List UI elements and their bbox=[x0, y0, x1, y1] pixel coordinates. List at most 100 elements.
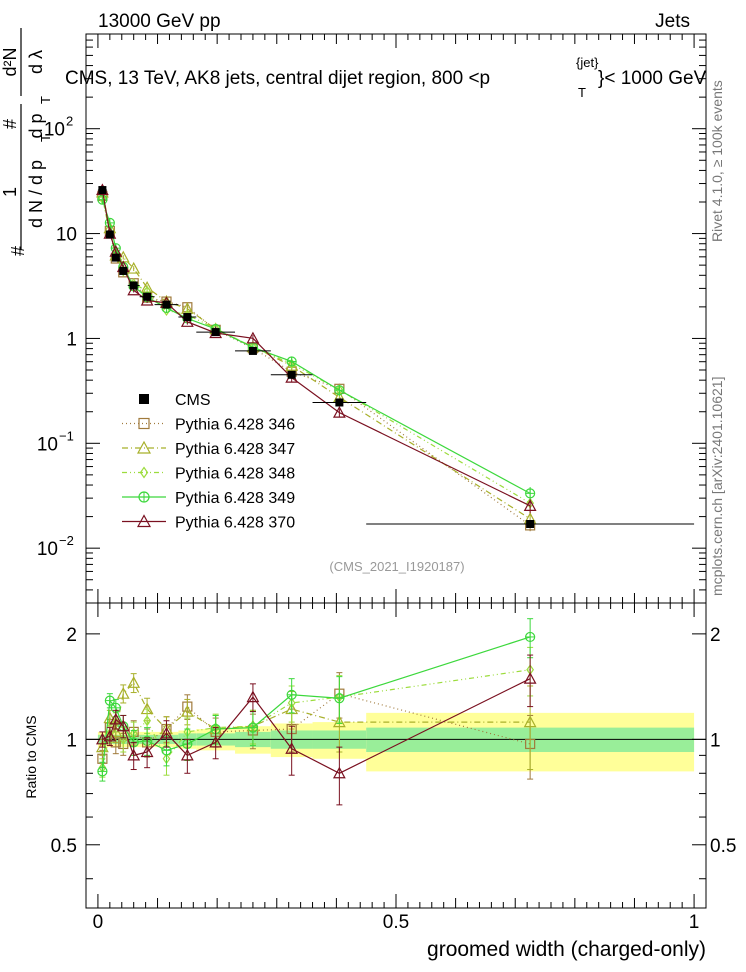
legend-cms-marker bbox=[139, 394, 149, 404]
series-pythia-6-428-370-ratio-point bbox=[140, 745, 154, 758]
series-pythia-6-428-370-ratio-point bbox=[116, 719, 130, 732]
series-pythia-6-428-370-ratio-point bbox=[523, 672, 537, 684]
ratio-ytick-label-right: 2 bbox=[710, 625, 721, 646]
series-pythia-6-428-348-ratio-point bbox=[143, 715, 151, 727]
main-ytick-exp: −1 bbox=[59, 428, 74, 443]
series-pythia-6-428-349-ratio-point bbox=[334, 693, 345, 704]
legend-pythia-6-428-349-label: Pythia 6.428 349 bbox=[175, 490, 295, 507]
series-cms-point bbox=[335, 398, 344, 407]
series-pythia-6-428-347-ratio-point bbox=[103, 711, 117, 724]
series-pythia-6-428-349-ratio-point bbox=[97, 766, 108, 777]
main-ytick-label: 1 bbox=[66, 329, 77, 350]
series-cms-point bbox=[183, 313, 192, 322]
main-ytick-label: 10 bbox=[44, 120, 65, 141]
series-pythia-6-428-370-point bbox=[523, 499, 537, 511]
header-left: 13000 GeV pp bbox=[98, 11, 221, 32]
series-pythia-6-428-370-ratio-point bbox=[180, 748, 194, 761]
series-pythia-6-428-347-point bbox=[127, 261, 141, 274]
series-cms-point bbox=[119, 266, 128, 275]
series-pythia-6-428-349-line bbox=[101, 199, 531, 494]
ylabel-frac2-num: # bbox=[0, 119, 20, 129]
series-pythia-6-428-347-ratio-point bbox=[523, 715, 537, 728]
series-pythia-6-428-370-ratio-point bbox=[103, 729, 117, 742]
series-pythia-6-428-346-line bbox=[101, 195, 531, 526]
ylabel-frac1-num: 1 bbox=[0, 187, 20, 197]
ylabel-frac3-den: d λ bbox=[26, 50, 46, 74]
series-pythia-6-428-349-point bbox=[104, 217, 115, 228]
series-pythia-6-428-349-point bbox=[97, 194, 108, 205]
legend-pythia-6-428-370-label: Pythia 6.428 370 bbox=[175, 515, 295, 532]
series-pythia-6-428-349-point bbox=[525, 488, 536, 499]
series-pythia-6-428-370-ratio-point bbox=[209, 735, 223, 748]
series-cms-point bbox=[143, 292, 152, 301]
legend-pythia-6-428-370-marker bbox=[136, 514, 152, 528]
series-pythia-6-428-370-ratio-point bbox=[332, 766, 346, 779]
ratio-ytick-label-right: 0.5 bbox=[710, 836, 736, 857]
series-cms-point bbox=[526, 520, 535, 529]
side-label-mcplots: mcplots.cern.ch [arXiv:2401.10621] bbox=[709, 377, 725, 596]
ylabel-frac2-den-sub: T bbox=[38, 96, 53, 104]
series-pythia-6-428-370-point bbox=[180, 315, 194, 327]
ratio-plot: 0.5 0.5 1 1 2 2 0 0.5 1 bbox=[51, 602, 736, 933]
main-ytick-label: 10 bbox=[37, 434, 58, 455]
series-pythia-6-428-349-point bbox=[334, 385, 345, 396]
legend-pythia-6-428-347-label: Pythia 6.428 347 bbox=[175, 441, 295, 458]
series-pythia-6-428-370-ratio-point bbox=[285, 742, 299, 754]
series-pythia-6-428-349-ratio-point bbox=[104, 695, 115, 706]
legend-pythia-6-428-348-label: Pythia 6.428 348 bbox=[175, 466, 295, 483]
legend-pythia-6-428-347-marker bbox=[136, 440, 152, 454]
legend-pythia-6-428-346-label: Pythia 6.428 346 bbox=[175, 417, 295, 434]
series-pythia-6-428-347-line bbox=[101, 192, 531, 520]
y-axis-label: # 1 d N / d p T # d p T d²N d λ bbox=[0, 28, 53, 256]
series-cms-point bbox=[211, 328, 220, 337]
ratio-ylabel: Ratio to CMS bbox=[23, 715, 39, 798]
legend-pythia-6-428-348-marker bbox=[139, 466, 149, 479]
series-pythia-6-428-349-ratio-point bbox=[247, 722, 259, 733]
legend: CMS Pythia 6.428 346 Pythia 6.428 347 Pythi… bbox=[122, 392, 295, 532]
main-ytick-exp: 2 bbox=[66, 114, 73, 129]
series-pythia-6-428-347-ratio-point bbox=[180, 704, 194, 717]
main-ytick-label: 10 bbox=[37, 539, 58, 560]
plot-title: CMS, 13 TeV, AK8 jets, central dijet reg… bbox=[65, 68, 490, 89]
plot-title-sup: {jet} bbox=[576, 55, 599, 70]
ylabel-frac1-den: d N / d p bbox=[26, 160, 46, 228]
series-cms-point bbox=[162, 300, 171, 309]
ratio-ytick-label-right: 1 bbox=[710, 730, 721, 751]
ratio-ytick-label: 1 bbox=[66, 730, 77, 751]
series-cms-point bbox=[111, 253, 120, 262]
series-pythia-6-428-370-ratio-point bbox=[109, 712, 123, 725]
xtick-label: 0.5 bbox=[383, 912, 409, 933]
plot-title-end: }< 1000 GeV bbox=[598, 68, 707, 89]
series-pythia-6-428-349-point bbox=[286, 356, 297, 367]
ylabel-frac3-num: d²N bbox=[0, 47, 20, 76]
ratio-ytick-label: 0.5 bbox=[51, 836, 77, 857]
series-cms-point bbox=[98, 186, 107, 195]
series-cms-point bbox=[129, 281, 138, 290]
series-pythia-6-428-347-ratio-point bbox=[127, 676, 141, 688]
ylabel-frac2-den: d p bbox=[26, 113, 46, 138]
series-pythia-6-428-349-ratio-point bbox=[525, 631, 536, 643]
ylabel-frac1-den-text: d N / d p bbox=[26, 160, 46, 228]
side-label-rivet: Rivet 4.1.0, ≥ 100k events bbox=[709, 80, 725, 242]
ratio-ytick-label: 2 bbox=[66, 625, 77, 646]
xtick-label: 0 bbox=[93, 912, 104, 933]
legend-pythia-6-428-349-marker bbox=[138, 491, 150, 503]
legend-cms-label: CMS bbox=[175, 392, 211, 409]
series-cms-point bbox=[287, 370, 296, 379]
series-pythia-6-428-370-ratio-point bbox=[127, 748, 141, 761]
series-pythia-6-428-370-point bbox=[332, 406, 346, 418]
legend-pythia-6-428-346-marker bbox=[138, 417, 150, 430]
series-pythia-6-428-370-ratio-point bbox=[160, 726, 173, 739]
ylabel-frac1-den-sub: T bbox=[38, 134, 53, 142]
series-pythia-6-428-347-ratio-point bbox=[116, 687, 130, 699]
series-pythia-6-428-370-point bbox=[127, 283, 141, 296]
series-pythia-6-428-348-line bbox=[101, 198, 531, 504]
header-right: Jets bbox=[655, 11, 690, 32]
series-pythia-6-428-370-point bbox=[246, 331, 260, 344]
plot-title-main: CMS, 13 TeV, AK8 jets, central dijet reg… bbox=[65, 68, 490, 89]
watermark: (CMS_2021_I1920187) bbox=[329, 559, 464, 574]
ylabel-pre: # bbox=[8, 246, 28, 256]
x-axis-label: groomed width (charged-only) bbox=[427, 938, 706, 961]
